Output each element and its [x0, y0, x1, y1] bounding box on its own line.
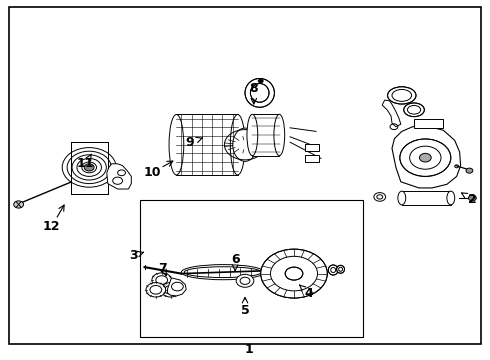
- Circle shape: [377, 195, 383, 199]
- Text: 6: 6: [231, 253, 240, 266]
- Ellipse shape: [245, 78, 274, 107]
- Text: 1: 1: [245, 343, 253, 356]
- Ellipse shape: [169, 114, 184, 175]
- Text: 12: 12: [43, 220, 60, 233]
- Text: 9: 9: [186, 136, 195, 149]
- Polygon shape: [168, 278, 186, 296]
- Ellipse shape: [247, 114, 258, 156]
- Ellipse shape: [233, 128, 257, 161]
- Text: 7: 7: [158, 262, 167, 275]
- Text: 11: 11: [77, 157, 95, 170]
- Bar: [305, 144, 319, 151]
- Ellipse shape: [388, 87, 416, 104]
- Ellipse shape: [398, 191, 406, 205]
- Circle shape: [419, 153, 431, 162]
- Ellipse shape: [447, 191, 455, 205]
- Text: 8: 8: [249, 82, 258, 95]
- Text: 3: 3: [129, 249, 138, 262]
- Circle shape: [466, 168, 473, 173]
- Circle shape: [146, 283, 166, 297]
- Text: 2: 2: [468, 193, 477, 206]
- Text: 10: 10: [143, 166, 161, 179]
- Polygon shape: [107, 164, 131, 189]
- Ellipse shape: [328, 265, 338, 275]
- Ellipse shape: [230, 114, 245, 175]
- Bar: [176, 114, 238, 175]
- Polygon shape: [392, 126, 461, 188]
- Circle shape: [258, 79, 263, 83]
- Bar: [71, 142, 108, 194]
- Text: 5: 5: [241, 304, 249, 317]
- Circle shape: [161, 283, 180, 297]
- Bar: [140, 200, 363, 337]
- Bar: [414, 119, 443, 128]
- Circle shape: [468, 195, 476, 201]
- Circle shape: [236, 274, 254, 287]
- Ellipse shape: [274, 114, 285, 156]
- Circle shape: [285, 267, 303, 280]
- Circle shape: [261, 249, 327, 298]
- Circle shape: [400, 139, 451, 176]
- Circle shape: [152, 273, 172, 287]
- Bar: [402, 191, 451, 205]
- Ellipse shape: [337, 265, 344, 273]
- Text: 4: 4: [304, 287, 313, 300]
- Circle shape: [84, 164, 94, 171]
- Ellipse shape: [250, 84, 269, 102]
- Ellipse shape: [404, 103, 424, 117]
- Circle shape: [14, 201, 24, 208]
- Bar: [252, 114, 279, 156]
- Bar: [305, 155, 319, 162]
